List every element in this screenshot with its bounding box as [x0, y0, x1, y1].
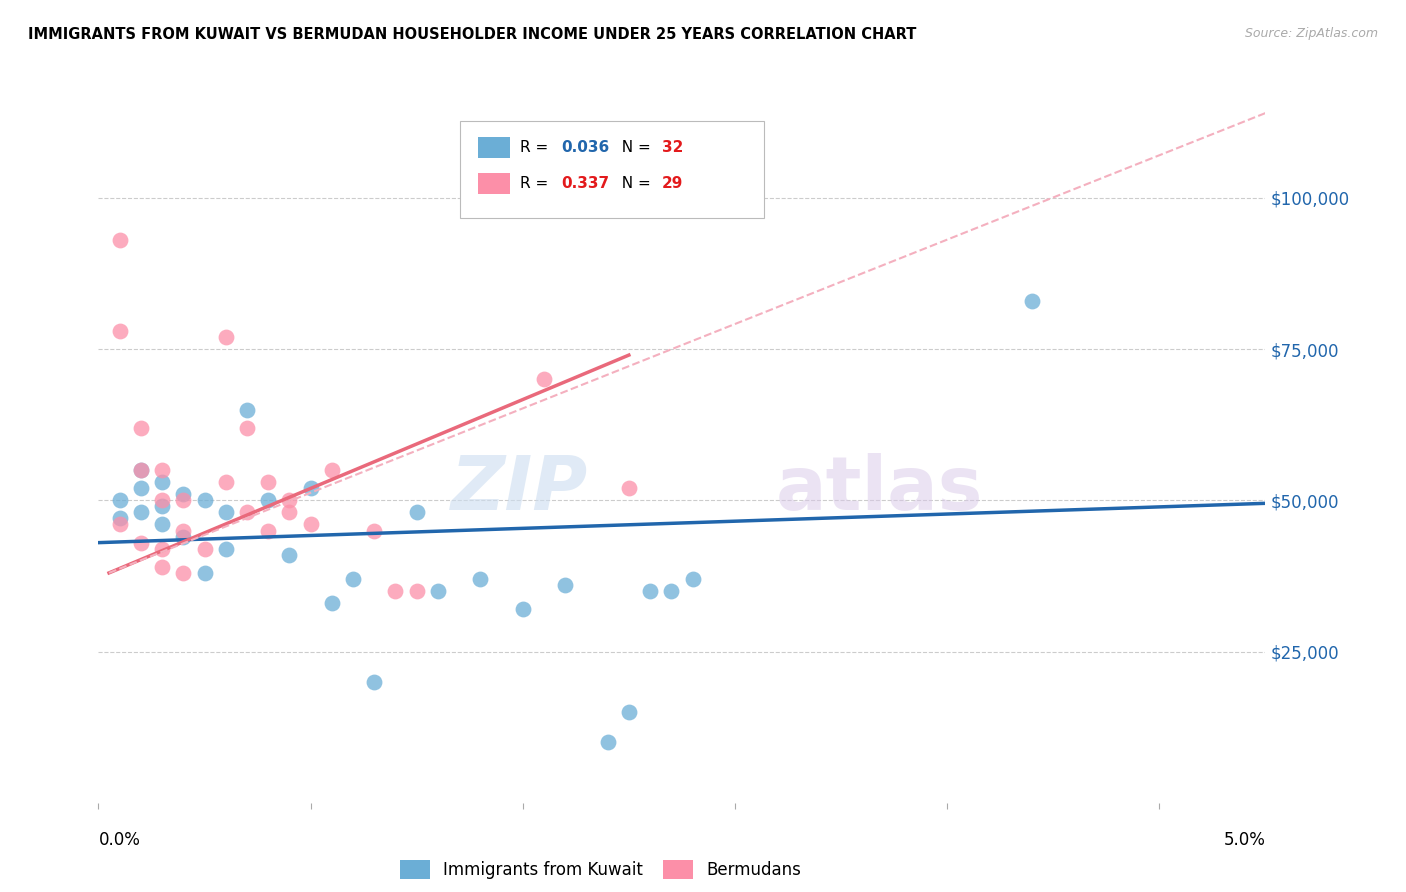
Point: [129, 420, 152, 434]
Point: [257, 475, 280, 490]
Point: [363, 674, 385, 689]
Text: 5.0%: 5.0%: [1223, 830, 1265, 848]
Point: [278, 493, 301, 508]
Point: [172, 566, 194, 580]
Point: [108, 517, 131, 532]
Point: [257, 524, 280, 538]
Text: N =: N =: [612, 176, 655, 191]
Point: [405, 505, 427, 519]
Point: [108, 511, 131, 525]
Point: [172, 524, 194, 538]
Point: [193, 566, 215, 580]
Point: [108, 233, 131, 247]
Point: [193, 493, 215, 508]
Text: IMMIGRANTS FROM KUWAIT VS BERMUDAN HOUSEHOLDER INCOME UNDER 25 YEARS CORRELATION: IMMIGRANTS FROM KUWAIT VS BERMUDAN HOUSE…: [28, 27, 917, 42]
Point: [342, 572, 364, 586]
Point: [215, 505, 238, 519]
Point: [554, 578, 576, 592]
Point: [1021, 293, 1043, 308]
Text: atlas: atlas: [775, 453, 983, 526]
Point: [236, 420, 259, 434]
Point: [150, 500, 173, 514]
Point: [596, 735, 619, 749]
Point: [512, 602, 534, 616]
FancyBboxPatch shape: [460, 121, 763, 219]
Point: [278, 548, 301, 562]
Point: [129, 505, 152, 519]
Point: [150, 463, 173, 477]
Point: [533, 372, 555, 386]
Point: [150, 493, 173, 508]
Point: [129, 463, 152, 477]
FancyBboxPatch shape: [478, 173, 510, 194]
Point: [236, 402, 259, 417]
Point: [215, 541, 238, 556]
Point: [638, 584, 661, 599]
Point: [129, 535, 152, 549]
Text: N =: N =: [612, 140, 655, 155]
Point: [384, 584, 406, 599]
Point: [215, 475, 238, 490]
Point: [363, 524, 385, 538]
Point: [426, 584, 449, 599]
Point: [321, 596, 343, 610]
FancyBboxPatch shape: [478, 137, 510, 158]
Point: [150, 559, 173, 574]
Point: [172, 530, 194, 544]
Point: [299, 517, 322, 532]
Point: [617, 481, 640, 495]
Text: Source: ZipAtlas.com: Source: ZipAtlas.com: [1244, 27, 1378, 40]
Point: [257, 493, 280, 508]
Point: [172, 493, 194, 508]
Point: [129, 481, 152, 495]
Point: [470, 572, 492, 586]
Text: ZIP: ZIP: [451, 453, 589, 526]
Point: [299, 481, 322, 495]
Point: [215, 330, 238, 344]
Legend: Immigrants from Kuwait, Bermudans: Immigrants from Kuwait, Bermudans: [392, 853, 807, 886]
Text: 29: 29: [662, 176, 683, 191]
Text: 0.036: 0.036: [562, 140, 610, 155]
Point: [405, 584, 427, 599]
Point: [659, 584, 682, 599]
Text: R =: R =: [520, 140, 553, 155]
Point: [108, 493, 131, 508]
Text: R =: R =: [520, 176, 553, 191]
Text: 0.0%: 0.0%: [98, 830, 141, 848]
Point: [193, 541, 215, 556]
Point: [321, 463, 343, 477]
Point: [172, 487, 194, 501]
Text: 32: 32: [662, 140, 683, 155]
Point: [617, 705, 640, 719]
Point: [236, 505, 259, 519]
Point: [682, 572, 704, 586]
Point: [150, 475, 173, 490]
Point: [129, 463, 152, 477]
Text: 0.337: 0.337: [562, 176, 610, 191]
Point: [108, 324, 131, 338]
Point: [150, 541, 173, 556]
Point: [278, 505, 301, 519]
Point: [150, 517, 173, 532]
